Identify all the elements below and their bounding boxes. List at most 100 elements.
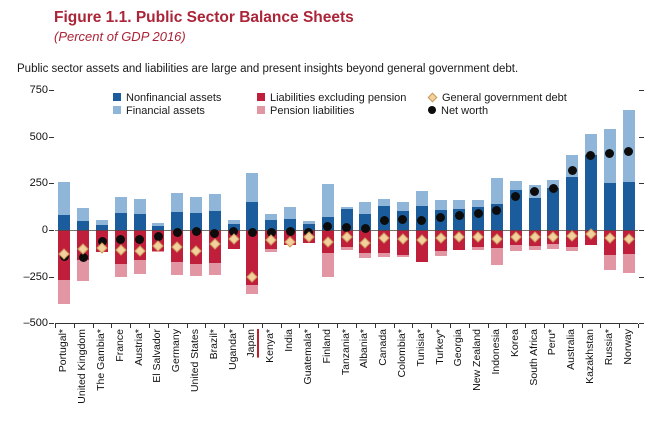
- net-worth-dot-uganda: [229, 227, 239, 237]
- x-axis-label-portugal: Portugal*: [57, 329, 70, 373]
- bar-nonfinancial-assets-austria: [133, 214, 146, 230]
- bar-pension-liabilities-turkey: [434, 251, 447, 257]
- x-axis-tick: [449, 324, 451, 329]
- bar-financial-assets-the-gambia: [96, 219, 109, 226]
- legend-label: General government debt: [442, 92, 567, 104]
- x-axis-label-united-kingdom: United Kingdom: [76, 329, 89, 404]
- y-axis-tick-left: [49, 230, 54, 231]
- bar-financial-assets-austria: [133, 199, 146, 215]
- bar-financial-assets-japan: [246, 173, 259, 202]
- bar-financial-assets-indonesia: [490, 177, 503, 204]
- y-axis-tick-left: [49, 183, 54, 185]
- bar-nonfinancial-assets-france: [114, 213, 127, 230]
- y-axis-tick-right: [639, 323, 644, 325]
- x-axis-tick: [149, 324, 151, 329]
- bar-financial-assets-korea: [509, 181, 522, 190]
- bar-pension-liabilities-korea: [509, 244, 522, 251]
- x-axis-label-guatemala: Guatemala*: [301, 329, 314, 385]
- bar-financial-assets-united-kingdom: [77, 207, 90, 221]
- bar-pension-liabilities-france: [114, 263, 127, 277]
- bar-financial-assets-kenya: [265, 214, 278, 220]
- y-axis-tick-right: [639, 89, 644, 91]
- bar-financial-assets-kazakhstan: [584, 133, 597, 156]
- bar-financial-assets-germany: [171, 192, 184, 213]
- bar-financial-assets-colombia: [396, 201, 409, 212]
- legend-label: Pension liabilities: [270, 105, 355, 117]
- legend-label: Financial assets: [126, 105, 205, 117]
- x-axis-tick: [600, 324, 602, 329]
- x-axis-label-russia: Russia*: [602, 329, 615, 366]
- bar-nonfinancial-assets-brazil: [208, 211, 221, 230]
- net-worth-dot-the-gambia: [97, 236, 107, 246]
- x-axis-tick: [299, 324, 301, 329]
- legend-label: Nonfinancial assets: [126, 92, 222, 104]
- bar-pension-liabilities-new-zealand: [472, 246, 485, 250]
- net-worth-dot-kazakhstan: [586, 150, 596, 160]
- bar-nonfinancial-assets-portugal: [58, 215, 71, 230]
- bar-pension-liabilities-australia: [566, 246, 579, 251]
- bar-pension-liabilities-tanzania: [340, 246, 353, 250]
- y-axis-tick-left: [49, 136, 54, 138]
- y-axis-label: 750: [29, 83, 48, 96]
- x-axis-line: [55, 323, 638, 325]
- bar-nonfinancial-assets-kenya: [265, 219, 278, 230]
- bar-pension-liabilities-norway: [622, 254, 635, 273]
- bar-liabilities-excl-pension-japan: [246, 230, 259, 286]
- bar-financial-assets-guatemala: [302, 220, 315, 225]
- x-axis-tick: [280, 324, 282, 329]
- bar-nonfinancial-assets-the-gambia: [96, 225, 109, 230]
- bar-nonfinancial-assets-australia: [566, 176, 579, 230]
- x-axis-label-albania: Albania*: [358, 329, 371, 369]
- x-axis-tick: [186, 324, 188, 329]
- x-axis-label-south-africa: South Africa: [527, 329, 540, 386]
- net-worth-dot-el-salvador: [153, 232, 163, 242]
- bar-pension-liabilities-canada: [378, 253, 391, 258]
- x-axis-label-kenya: Kenya*: [264, 329, 277, 363]
- x-axis-label-india: India: [283, 329, 296, 352]
- x-axis-tick: [337, 324, 339, 329]
- bar-nonfinancial-assets-peru: [547, 187, 560, 230]
- bar-financial-assets-tanzania: [340, 206, 353, 210]
- net-worth-dot-tunisia: [417, 216, 427, 226]
- legend-item-net-worth: Net worth: [428, 105, 488, 118]
- net-worth-dot-india: [285, 227, 295, 237]
- x-axis-tick: [431, 324, 433, 329]
- net-worth-dot-albania: [360, 223, 370, 233]
- x-axis-label-the-gambia: The Gambia*: [95, 329, 108, 391]
- x-axis-label-turkey: Turkey*: [433, 329, 446, 365]
- x-axis-tick: [73, 324, 75, 329]
- x-axis-tick: [393, 324, 395, 329]
- figure-strapline: Public sector assets and liabilities are…: [17, 63, 519, 75]
- net-worth-dot-japan: [247, 228, 257, 238]
- legend-item-pension-liabilities: Pension liabilities: [257, 105, 354, 118]
- net-worth-dot-turkey: [436, 213, 446, 223]
- x-axis-label-kazakhstan: Kazakhstan: [583, 329, 596, 384]
- bar-nonfinancial-assets-el-salvador: [152, 226, 165, 230]
- x-axis-label-tanzania: Tanzania*: [339, 329, 352, 376]
- x-axis-tick: [374, 324, 376, 329]
- net-worth-dot-peru: [548, 184, 558, 194]
- net-worth-dot-canada: [379, 216, 389, 226]
- pension-liabilities-legend-marker-icon: [257, 106, 265, 114]
- x-axis-label-australia: Australia: [565, 329, 578, 370]
- x-axis-tick: [355, 324, 357, 329]
- bar-pension-liabilities-south-africa: [528, 245, 541, 250]
- bar-financial-assets-uganda: [227, 219, 240, 225]
- x-axis-label-georgia: Georgia: [452, 329, 465, 367]
- net-worth-dot-germany: [172, 228, 182, 238]
- bar-pension-liabilities-russia: [603, 255, 616, 271]
- x-axis-label-el-salvador: El Salvador: [151, 329, 164, 383]
- x-axis-label-uganda: Uganda*: [226, 329, 239, 370]
- bar-financial-assets-france: [114, 197, 127, 214]
- y-axis-tick-right: [639, 183, 644, 185]
- x-axis-tick: [525, 324, 527, 329]
- liabilities-excluding-pension-legend-marker-icon: [257, 93, 265, 101]
- y-axis-tick-left: [49, 323, 54, 325]
- legend-item-nonfinancial-assets: Nonfinancial assets: [113, 92, 221, 105]
- net-worth-dot-united-kingdom: [78, 252, 88, 262]
- bar-pension-liabilities-austria: [133, 259, 146, 274]
- bar-pension-liabilities-kenya: [265, 248, 278, 253]
- x-axis-label-peru: Peru*: [546, 329, 559, 356]
- legend-label: Liabilities excluding pension: [270, 92, 407, 104]
- y-axis-label: 0: [41, 224, 48, 236]
